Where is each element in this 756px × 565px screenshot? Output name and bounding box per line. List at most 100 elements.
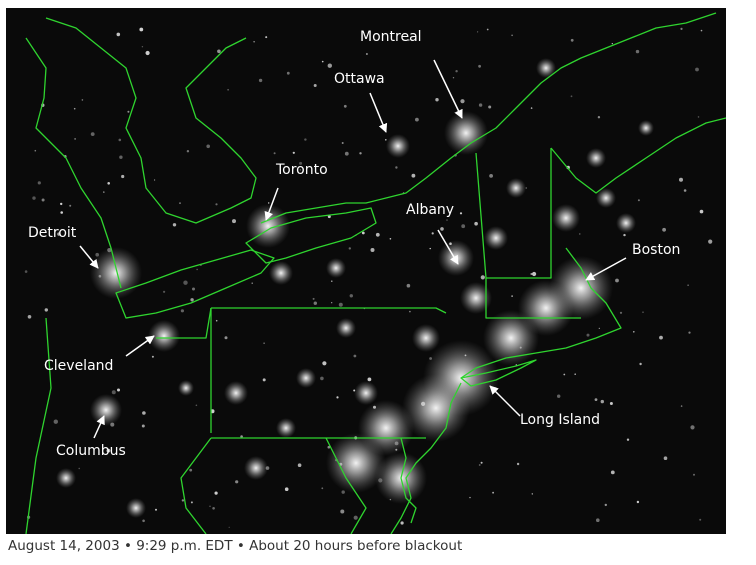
montreal-arrow [433, 59, 463, 119]
town-light [32, 196, 36, 200]
light-cluster [638, 120, 654, 136]
town-light [492, 491, 494, 494]
town-light [697, 116, 700, 118]
town-light [151, 355, 154, 358]
town-light [349, 294, 353, 298]
town-light [407, 38, 410, 42]
town-light [395, 448, 398, 451]
town-light [469, 496, 471, 499]
map-caption: August 14, 2003 • 9:29 p.m. EDT • About … [8, 538, 463, 554]
town-light [117, 388, 120, 392]
town-light [353, 389, 356, 392]
town-light [635, 49, 640, 54]
town-light [530, 107, 533, 109]
town-light [118, 138, 122, 142]
town-light [110, 422, 115, 427]
town-light [604, 503, 607, 507]
light-cluster [269, 261, 293, 285]
town-light [464, 354, 467, 357]
town-light [361, 231, 365, 235]
town-light [619, 311, 623, 314]
label-columbus: Columbus [56, 443, 126, 459]
town-light [268, 202, 270, 204]
town-light [189, 468, 193, 472]
town-light [214, 491, 218, 495]
town-light [429, 357, 432, 360]
town-light [344, 151, 349, 156]
toronto-arrow [264, 187, 279, 221]
town-light [348, 247, 351, 250]
light-cluster [326, 433, 386, 493]
light-cluster [596, 188, 616, 208]
light-cluster [438, 240, 474, 276]
town-light [338, 302, 343, 307]
light-cluster [296, 368, 316, 388]
town-light [449, 242, 452, 245]
light-cluster [506, 178, 526, 198]
town-light [313, 301, 317, 305]
town-light [154, 179, 156, 181]
town-light [365, 53, 368, 55]
town-light [637, 199, 640, 202]
maine-coast [550, 117, 726, 194]
town-light [74, 138, 76, 140]
town-light [519, 346, 522, 349]
town-light [215, 319, 218, 322]
town-light [680, 405, 683, 407]
town-light [488, 105, 492, 109]
md-line [325, 437, 367, 534]
town-light [258, 78, 263, 83]
light-cluster [178, 380, 194, 396]
detroit-arrow [79, 245, 99, 269]
town-light [400, 521, 404, 525]
town-light [179, 202, 181, 205]
town-light [516, 462, 520, 466]
town-light [327, 215, 331, 219]
lake-erie-outline [115, 249, 275, 319]
town-light [478, 464, 481, 466]
town-light [320, 376, 324, 381]
town-light [34, 149, 37, 152]
light-cluster [616, 213, 636, 233]
cleveland-arrow [125, 335, 155, 357]
town-light [636, 500, 640, 504]
light-cluster [386, 134, 410, 158]
town-light [460, 99, 465, 104]
town-light [209, 505, 211, 507]
light-cluster [244, 456, 268, 480]
town-light [511, 34, 513, 37]
long-island-arrow [489, 385, 521, 417]
light-cluster [224, 381, 248, 405]
town-light [331, 280, 333, 282]
town-light [477, 31, 479, 33]
ohio-river [156, 307, 212, 339]
town-light [530, 273, 533, 275]
ottawa-arrow [369, 92, 388, 133]
town-light [253, 41, 255, 43]
town-light [336, 396, 339, 399]
label-detroit: Detroit [28, 225, 77, 241]
town-light [609, 402, 613, 405]
wv-border [180, 437, 212, 534]
town-light [327, 63, 332, 68]
town-light [186, 150, 190, 153]
town-light [557, 394, 561, 398]
town-light [172, 223, 177, 227]
town-light [312, 297, 315, 300]
town-light [662, 227, 666, 232]
town-light [370, 248, 375, 252]
label-albany: Albany [406, 202, 455, 218]
town-light [69, 204, 72, 207]
boston-arrow [585, 257, 627, 281]
town-light [610, 470, 615, 475]
town-light [141, 424, 145, 428]
town-light [190, 501, 193, 504]
town-light [373, 405, 376, 409]
town-light [217, 49, 221, 54]
town-light [367, 377, 372, 382]
label-cleveland: Cleveland [44, 358, 114, 374]
town-light [699, 209, 704, 214]
town-light [700, 29, 703, 32]
town-light [116, 32, 121, 37]
light-cluster [126, 498, 146, 518]
